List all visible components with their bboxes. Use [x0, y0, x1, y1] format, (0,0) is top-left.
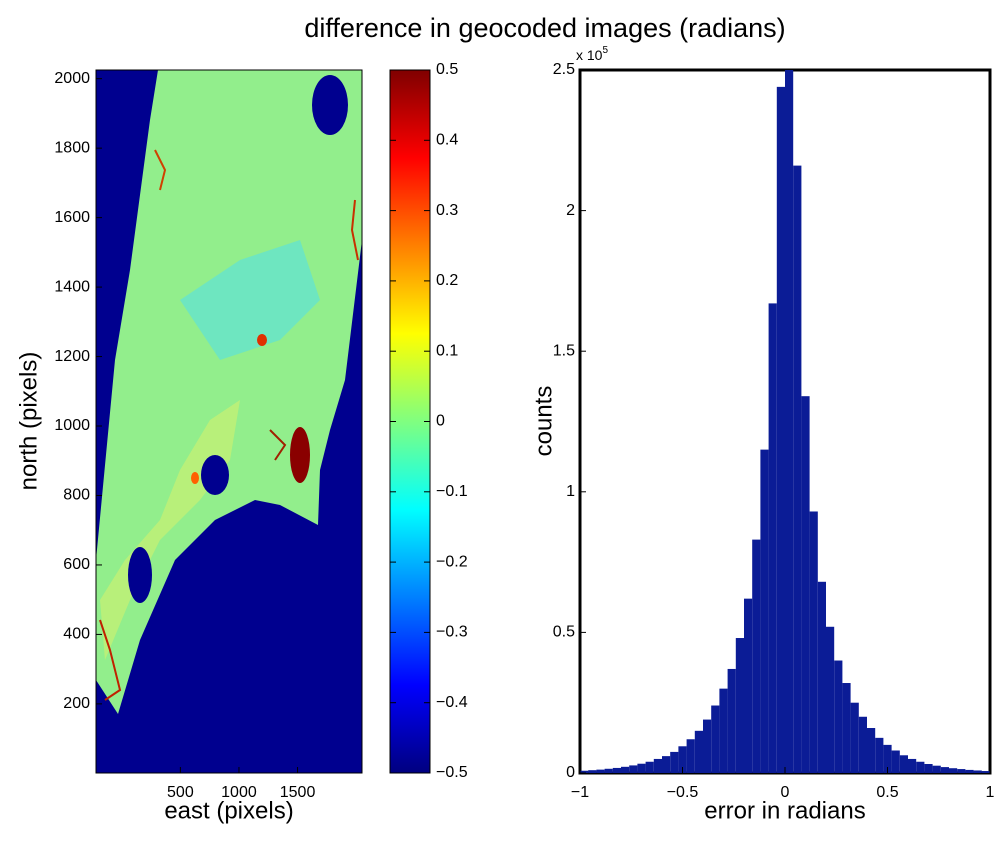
bar: [965, 769, 974, 773]
y-tick-label: 1: [566, 483, 575, 500]
y-axis-label: north (pixels): [15, 352, 42, 491]
bar: [908, 758, 917, 773]
y-tick-label: 1600: [54, 209, 90, 226]
bar: [940, 767, 949, 773]
x-axis-label: error in radians: [704, 797, 865, 824]
x-axis-label: east (pixels): [164, 797, 293, 824]
bar: [858, 716, 867, 773]
figure-title: difference in geocoded images (radians): [304, 13, 785, 43]
bar: [752, 539, 761, 773]
bar: [727, 668, 736, 773]
y-tick-label: 0.5: [553, 624, 575, 641]
bar: [916, 761, 925, 773]
x-tick-label: −0.5: [667, 784, 699, 801]
y-tick-label: 2.5: [553, 61, 575, 78]
y-multiplier-power: 5: [602, 45, 608, 56]
bar: [735, 638, 744, 773]
y-tick-label: 400: [63, 626, 90, 643]
bar: [850, 702, 859, 773]
bar: [768, 303, 777, 773]
y-tick-label: 1800: [54, 139, 90, 156]
bar: [678, 746, 687, 773]
colorbar-tick-label: −0.3: [436, 624, 468, 641]
y-tick-label: 2: [566, 202, 575, 219]
bar: [875, 737, 884, 773]
bar: [793, 165, 802, 773]
bar: [891, 750, 900, 773]
colorbar-tick-label: 0.1: [436, 342, 458, 359]
bar: [596, 769, 605, 773]
bar: [883, 744, 892, 773]
bar: [694, 730, 703, 773]
y-axis-label: counts: [530, 386, 557, 457]
bar: [670, 751, 679, 773]
bar: [662, 756, 671, 773]
x-tick-label: 500: [167, 784, 194, 801]
bar: [776, 86, 785, 773]
bar: [842, 683, 851, 773]
colorbar-tick-label: −0.4: [436, 694, 468, 711]
y-tick-label: 200: [63, 695, 90, 712]
x-tick-label: 1: [986, 784, 994, 801]
bar: [785, 70, 794, 773]
bar: [580, 770, 589, 773]
x-tick-label: −1: [571, 784, 589, 801]
y-tick-label: 600: [63, 556, 90, 573]
colorbar-tick-label: −0.5: [436, 764, 468, 781]
bar: [686, 739, 695, 773]
x-tick-label: 0: [781, 784, 790, 801]
y-tick-label: 2000: [54, 70, 90, 87]
y-tick-label: 1400: [54, 278, 90, 295]
heatmap-image: [96, 70, 362, 773]
bar: [817, 581, 826, 773]
bars: [580, 70, 990, 773]
bar: [867, 728, 876, 773]
bar: [719, 688, 728, 773]
bar: [653, 758, 662, 773]
bar: [604, 768, 613, 773]
bar: [612, 767, 621, 773]
bar: [899, 755, 908, 773]
bar: [621, 766, 630, 773]
bar: [973, 770, 982, 773]
y-tick-label: 1200: [54, 348, 90, 365]
bar: [834, 660, 843, 773]
colorbar-tick-label: 0.3: [436, 202, 458, 219]
colorbar-tick-label: −0.1: [436, 483, 468, 500]
x-tick-label: 1000: [221, 784, 257, 801]
bar: [645, 761, 654, 773]
colorbar-tick-label: 0.4: [436, 132, 458, 149]
heatmap-frame: [95, 69, 363, 774]
bar: [637, 763, 646, 773]
x-tick-label: 0.5: [876, 784, 898, 801]
y-tick-label: 800: [63, 487, 90, 504]
colorbar-tick-label: −0.2: [436, 553, 468, 570]
y-multiplier: x 105: [576, 45, 608, 63]
bar: [924, 764, 933, 773]
bar: [932, 765, 941, 773]
y-tick-label: 0: [566, 764, 575, 781]
colorbar-tick-label: 0: [436, 413, 445, 430]
bar: [957, 769, 966, 773]
y-multiplier-base: x 10: [576, 47, 603, 63]
bar: [703, 719, 712, 773]
bar: [981, 771, 990, 773]
y-tick-label: 1000: [54, 417, 90, 434]
bar: [760, 449, 769, 773]
bar: [744, 598, 753, 773]
bar: [809, 511, 818, 773]
bar: [801, 396, 810, 773]
y-tick-label: 1.5: [553, 342, 575, 359]
bar: [711, 705, 720, 773]
colorbar-tick-label: 0.5: [436, 61, 458, 78]
bar: [949, 768, 958, 773]
bar: [826, 626, 835, 773]
bar: [588, 770, 597, 773]
x-tick-label: 1500: [280, 784, 316, 801]
bar: [629, 765, 638, 773]
colorbar-tick-label: 0.2: [436, 272, 458, 289]
